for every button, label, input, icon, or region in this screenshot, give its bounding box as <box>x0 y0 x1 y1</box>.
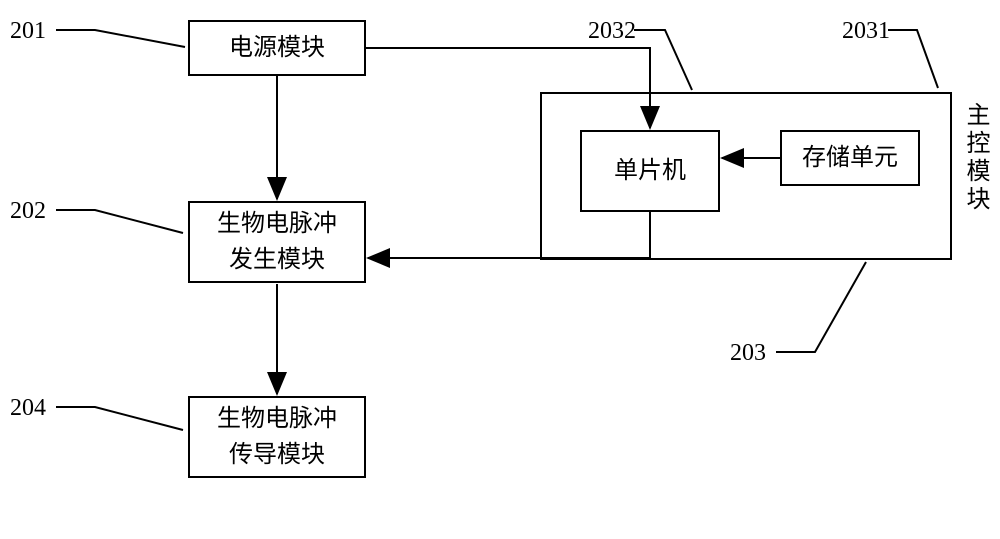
connectors-svg <box>0 0 1000 539</box>
ref-202-label: 202 <box>10 198 46 225</box>
ref-201-label: 201 <box>10 18 46 45</box>
ref-2031-label: 2031 <box>842 18 890 45</box>
power-module-text: 电源模块 <box>229 30 325 66</box>
mcu-box: 单片机 <box>580 130 720 212</box>
power-module-box: 电源模块 <box>188 20 366 76</box>
leader-203 <box>776 262 866 352</box>
mcu-text: 单片机 <box>614 153 686 189</box>
storage-unit-text: 存储单元 <box>802 140 898 176</box>
leader-201 <box>56 30 185 47</box>
main-control-label: 主控模块 <box>958 102 993 214</box>
ref-204-text: 204 <box>10 395 46 421</box>
ref-2032-label: 2032 <box>588 18 636 45</box>
leader-2032 <box>634 30 692 90</box>
ref-2032-text: 2032 <box>588 18 636 44</box>
leader-202 <box>56 210 183 233</box>
ref-204-label: 204 <box>10 395 46 422</box>
bio-pulse-gen-text: 生物电脉冲 发生模块 <box>217 206 337 278</box>
storage-unit-box: 存储单元 <box>780 130 920 186</box>
ref-2031-text: 2031 <box>842 18 890 44</box>
ref-201-text: 201 <box>10 18 46 44</box>
bio-pulse-trans-text: 生物电脉冲 传导模块 <box>217 401 337 473</box>
leader-204 <box>56 407 183 430</box>
bio-pulse-gen-box: 生物电脉冲 发生模块 <box>188 201 366 283</box>
ref-202-text: 202 <box>10 198 46 224</box>
bio-pulse-trans-box: 生物电脉冲 传导模块 <box>188 396 366 478</box>
main-control-text: 主控模块 <box>962 102 988 214</box>
ref-203-text: 203 <box>730 340 766 366</box>
leader-2031 <box>888 30 938 88</box>
ref-203-label: 203 <box>730 340 766 367</box>
